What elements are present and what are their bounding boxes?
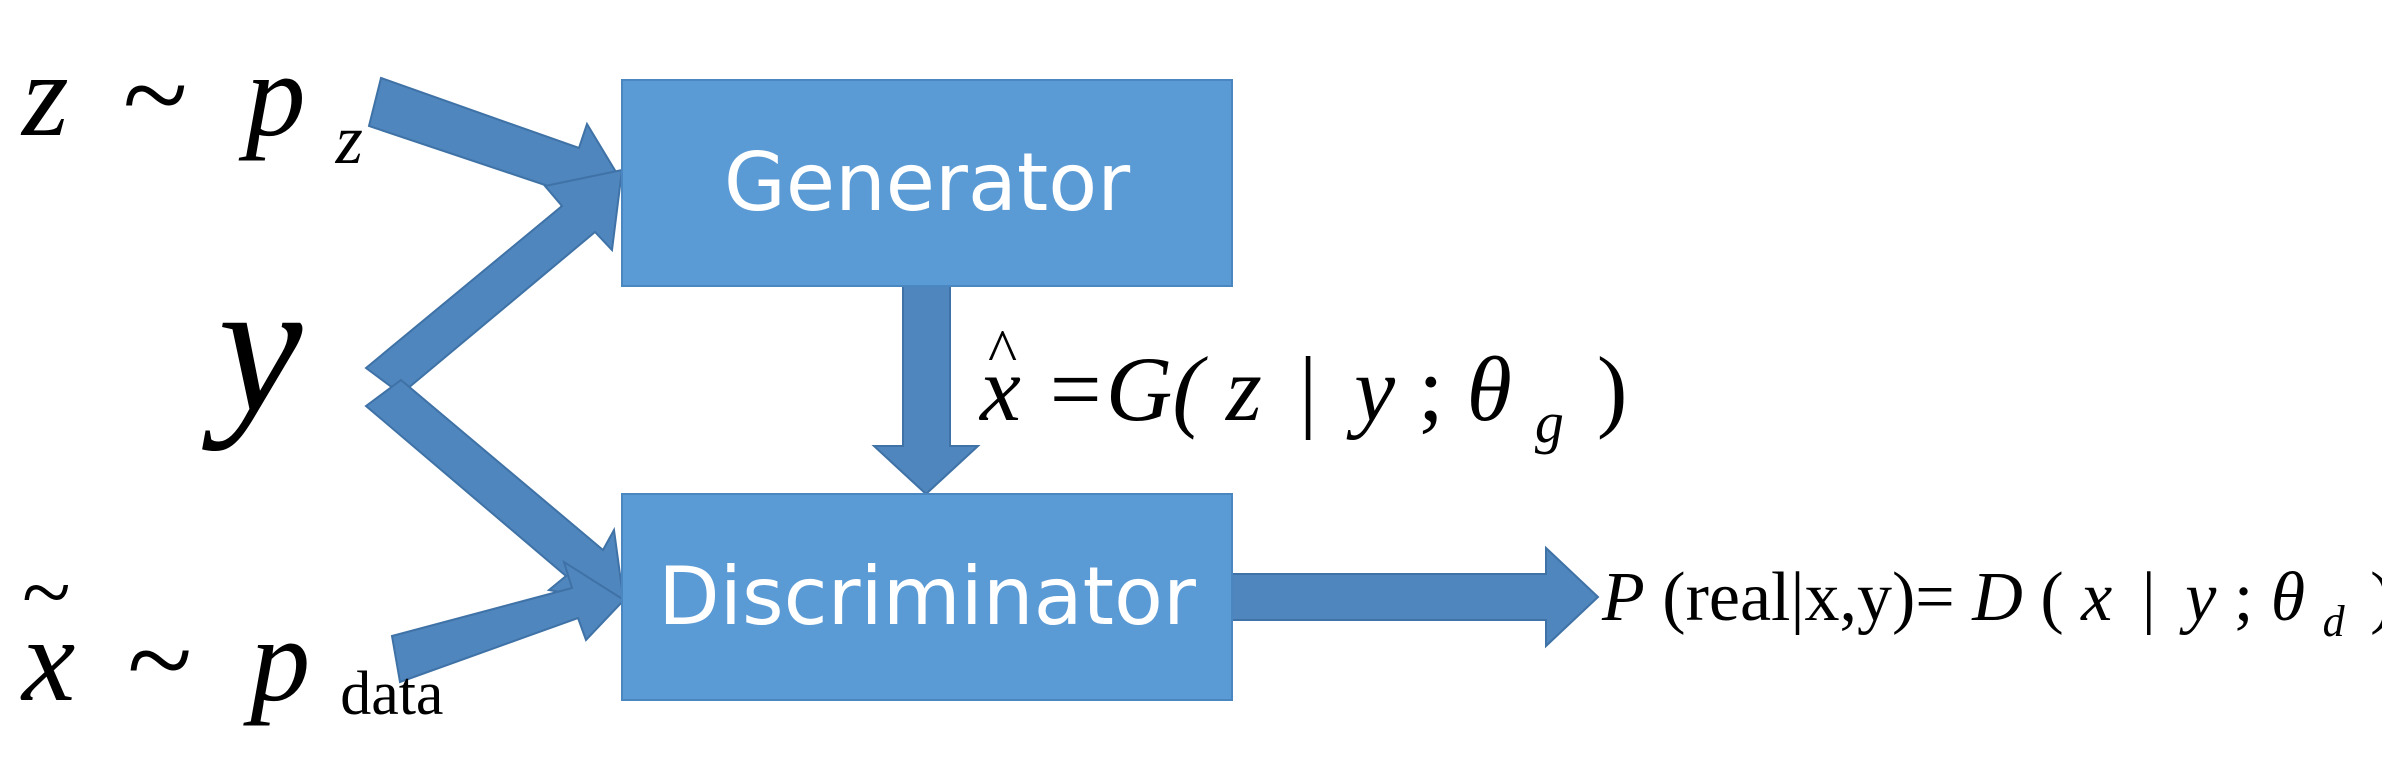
arrow-discriminator-to-output bbox=[1231, 545, 1600, 649]
generated-sample-hat: ^ bbox=[988, 318, 1017, 386]
data-input-label: x ~ p data ~ bbox=[20, 543, 443, 728]
svg-text:P (real|x,y)= D: P (real|x,y)= D ( x | y ; θ d ) bbox=[1601, 559, 2382, 652]
arrow-condition-to-generator bbox=[364, 168, 624, 396]
discriminator-open-paren: ( bbox=[2040, 559, 2063, 636]
data-distribution-subscript: data bbox=[340, 660, 443, 728]
generated-sample-variable: x bbox=[978, 338, 1021, 440]
discriminator-theta: θ bbox=[2271, 559, 2305, 636]
discriminator-block bbox=[621, 493, 1233, 701]
output-probability-args: (real|x,y)= bbox=[1662, 559, 1955, 636]
generated-sample-formula: x =G( z | y ; θ g ) ^ bbox=[978, 318, 1628, 462]
data-distribution-tilde: ~ bbox=[127, 593, 192, 726]
discriminator-input-arg: x bbox=[2080, 559, 2112, 636]
generator-theta: θ bbox=[1467, 338, 1512, 440]
discriminator-close-paren: ) bbox=[2370, 559, 2382, 636]
condition-variable: y bbox=[202, 242, 303, 452]
noise-tilde: ~ bbox=[123, 28, 188, 161]
generator-semicolon: ; bbox=[1418, 338, 1444, 440]
data-variable: x bbox=[20, 593, 75, 726]
noise-distribution-subscript: z bbox=[335, 102, 363, 179]
noise-distribution: p bbox=[238, 28, 306, 161]
discriminator-function: D bbox=[1971, 559, 2023, 636]
data-variable-tilde-accent: ~ bbox=[22, 543, 71, 642]
generator-conditional-bar: | bbox=[1299, 338, 1317, 440]
arrow-condition-to-discriminator bbox=[364, 378, 626, 606]
discriminator-condition-arg: y bbox=[2179, 559, 2217, 636]
data-distribution: p bbox=[242, 593, 310, 726]
condition-input-label: y bbox=[202, 242, 303, 452]
discriminator-semicolon: ; bbox=[2234, 559, 2253, 636]
svg-text:z ~ p z: z ~ p z bbox=[20, 28, 363, 179]
svg-text:x =G( z |: x =G( z | y ; θ g ) bbox=[978, 338, 1628, 462]
generator-function: =G( bbox=[1044, 338, 1209, 440]
generator-block bbox=[621, 79, 1233, 287]
arrow-data-to-discriminator bbox=[390, 559, 626, 684]
discriminator-output-formula: P (real|x,y)= D ( x | y ; θ d ) bbox=[1601, 559, 2382, 652]
discriminator-label: Discriminator bbox=[658, 550, 1196, 643]
discriminator-theta-subscript: d bbox=[2323, 597, 2346, 646]
generator-label: Generator bbox=[724, 136, 1130, 229]
noise-variable: z bbox=[20, 28, 69, 161]
svg-text:x ~ p data: x ~ p data bbox=[20, 593, 443, 728]
output-probability: P bbox=[1601, 559, 1645, 636]
arrow-generator-to-discriminator bbox=[871, 279, 981, 496]
discriminator-conditional-bar: | bbox=[2142, 559, 2156, 636]
generator-close-paren: ) bbox=[1597, 338, 1628, 440]
generator-noise-arg: z bbox=[1224, 338, 1262, 440]
generator-condition-arg: y bbox=[1346, 338, 1395, 440]
noise-input-label: z ~ p z bbox=[20, 28, 363, 179]
generator-theta-subscript: g bbox=[1535, 390, 1564, 455]
